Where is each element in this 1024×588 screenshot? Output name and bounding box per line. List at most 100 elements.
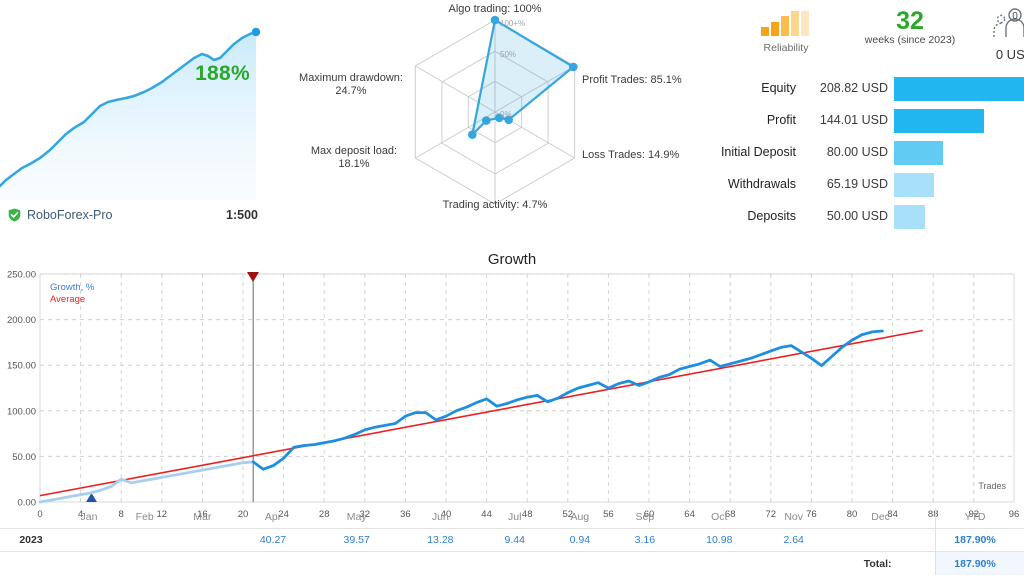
growth-chart[interactable]: 250.00 200.00 150.00 100.00 50.00 0.00 0… xyxy=(0,264,1024,524)
stat-value: 50.00 USD xyxy=(826,209,888,223)
svg-text:4: 4 xyxy=(78,509,83,520)
th-jun: Jun xyxy=(431,511,449,523)
stat-row-initial-deposit[interactable]: Initial Deposit 80.00 USD xyxy=(700,136,1024,168)
svg-text:80: 80 xyxy=(847,509,858,520)
y-tick-50: 50.00 xyxy=(12,452,36,463)
radar-axis-label-max-deposit-load: Max deposit load: 18.1% xyxy=(310,145,398,170)
th-feb: Feb xyxy=(135,511,154,523)
svg-text:56: 56 xyxy=(603,509,614,520)
shield-check-icon xyxy=(8,208,21,222)
radar-axis-label-profit-trades: Profit Trades: 85.1% xyxy=(582,74,682,86)
average-line xyxy=(39,329,923,497)
svg-text:12: 12 xyxy=(157,509,168,520)
radar-axis-label-algo-trading: Algo trading: 100% xyxy=(448,3,542,15)
growth-percent: 188% xyxy=(195,62,250,85)
svg-text:36: 36 xyxy=(400,509,411,520)
svg-text:72: 72 xyxy=(766,509,777,520)
sparkline-chart xyxy=(0,27,261,200)
weeks-value: 32 xyxy=(896,7,924,35)
cell-apr: 40.27 xyxy=(259,534,287,546)
stat-row-equity[interactable]: Equity 208.82 USD xyxy=(700,72,1024,104)
radar-ring-label-0: 0% xyxy=(500,110,512,119)
stats-bar-list: Equity 208.82 USD Profit 144.01 USD Init… xyxy=(700,72,1024,232)
th-mar: Mar xyxy=(193,511,212,523)
legend-growth: Growth, % xyxy=(50,282,95,293)
stat-row-profit[interactable]: Profit 144.01 USD xyxy=(700,104,1024,136)
th-may: May xyxy=(346,511,367,523)
radar-axis-label-loss-trades: Loss Trades: 14.9% xyxy=(582,149,680,161)
stat-row-withdrawals[interactable]: Withdrawals 65.19 USD xyxy=(700,168,1024,200)
y-tick-200: 200.00 xyxy=(7,315,36,326)
y-tick-250: 250.00 xyxy=(7,270,36,281)
stat-bar xyxy=(894,205,926,229)
stat-bar xyxy=(894,141,944,165)
stat-label: Equity xyxy=(761,81,796,95)
stat-value: 208.82 USD xyxy=(819,81,888,95)
th-ytd: YTD xyxy=(935,508,1024,529)
radar-chart-card: 100+% 50% 0% Algo trading: 100% Profit T… xyxy=(290,0,700,240)
broker-name: RoboForex-Pro xyxy=(27,208,113,222)
svg-text:20: 20 xyxy=(238,509,249,520)
cell-oct: 10.98 xyxy=(706,534,733,546)
svg-text:40: 40 xyxy=(441,509,452,520)
svg-text:64: 64 xyxy=(684,509,695,520)
total-label: Total: xyxy=(863,558,892,570)
subscribers-badge: 0 0 USD xyxy=(978,6,1024,62)
table-row: 2023 40.27 39.57 13.28 9.44 0.94 3.16 10… xyxy=(0,528,1024,552)
stat-label: Withdrawals xyxy=(727,177,796,191)
growth-chart-title: Growth xyxy=(487,251,537,268)
svg-text:0: 0 xyxy=(37,509,42,520)
growth-chart-section: Growth xyxy=(0,240,1024,520)
growth-line-unverified xyxy=(38,460,255,504)
th-oct: Oct xyxy=(711,511,728,523)
sparkline-endpoint xyxy=(251,27,261,37)
svg-text:48: 48 xyxy=(522,509,533,520)
th-apr: Apr xyxy=(264,511,282,523)
th-jul: Jul xyxy=(508,511,522,523)
withdrawal-marker-down[interactable] xyxy=(247,272,259,282)
stat-bar xyxy=(894,109,984,133)
y-tick-0: 0.00 xyxy=(18,498,37,509)
reliability-caption: Reliability xyxy=(763,42,809,54)
growth-line xyxy=(251,329,884,471)
broker-info: RoboForex-Pro xyxy=(8,208,112,222)
x-axis-caption: Trades xyxy=(978,481,1006,491)
cell-sep: 3.16 xyxy=(634,534,656,546)
stat-value: 80.00 USD xyxy=(826,145,888,159)
deposit-marker-up[interactable] xyxy=(86,493,97,502)
monthly-growth-table: Jan Feb Mar Apr May Jun Jul Aug Sep Oct … xyxy=(0,508,1024,575)
table-total-row: Total: 187.90% xyxy=(0,551,1024,575)
summary-panel: 188% RoboForex-Pro 1:500 xyxy=(0,0,1024,240)
th-nov: Nov xyxy=(784,511,803,523)
cell-dec xyxy=(826,529,935,552)
account-stats-card: Reliability 32 weeks (since 2023) 0 xyxy=(700,0,1024,240)
weeks-badge: 32 weeks (since 2023) xyxy=(840,8,980,46)
svg-text:52: 52 xyxy=(563,509,574,520)
th-year xyxy=(0,508,62,529)
th-jan: Jan xyxy=(80,511,98,523)
cell-jan xyxy=(62,529,116,552)
radar-axis-label-maximum-drawdown: Maximum drawdown: 24.7% xyxy=(299,72,403,97)
leverage-value: 1:500 xyxy=(226,208,258,222)
svg-text:44: 44 xyxy=(481,509,492,520)
people-icon: 0 xyxy=(993,8,1024,37)
cell-feb xyxy=(116,529,174,552)
stat-label: Deposits xyxy=(747,209,796,223)
row-year: 2023 xyxy=(19,534,43,546)
stat-row-deposits[interactable]: Deposits 50.00 USD xyxy=(700,200,1024,232)
th-sep: Sep xyxy=(635,511,655,523)
svg-text:16: 16 xyxy=(197,509,208,520)
cell-may: 39.57 xyxy=(343,534,370,546)
svg-text:60: 60 xyxy=(644,509,655,520)
stat-label: Initial Deposit xyxy=(720,145,796,159)
radar-axis-label-trading-activity: Trading activity: 4.7% xyxy=(442,199,548,211)
growth-sparkline-card[interactable]: 188% RoboForex-Pro 1:500 xyxy=(0,0,268,240)
subscribers-caption: 0 USD xyxy=(995,47,1024,62)
y-tick-100: 100.00 xyxy=(7,406,36,417)
cell-ytd: 187.90% xyxy=(935,528,1024,552)
table-header-row: Jan Feb Mar Apr May Jun Jul Aug Sep Oct … xyxy=(0,508,1024,529)
subscribers-count: 0 xyxy=(1012,11,1018,22)
th-dec: Dec xyxy=(871,511,890,523)
y-tick-150: 150.00 xyxy=(7,361,36,372)
stat-value: 144.01 USD xyxy=(819,113,888,127)
